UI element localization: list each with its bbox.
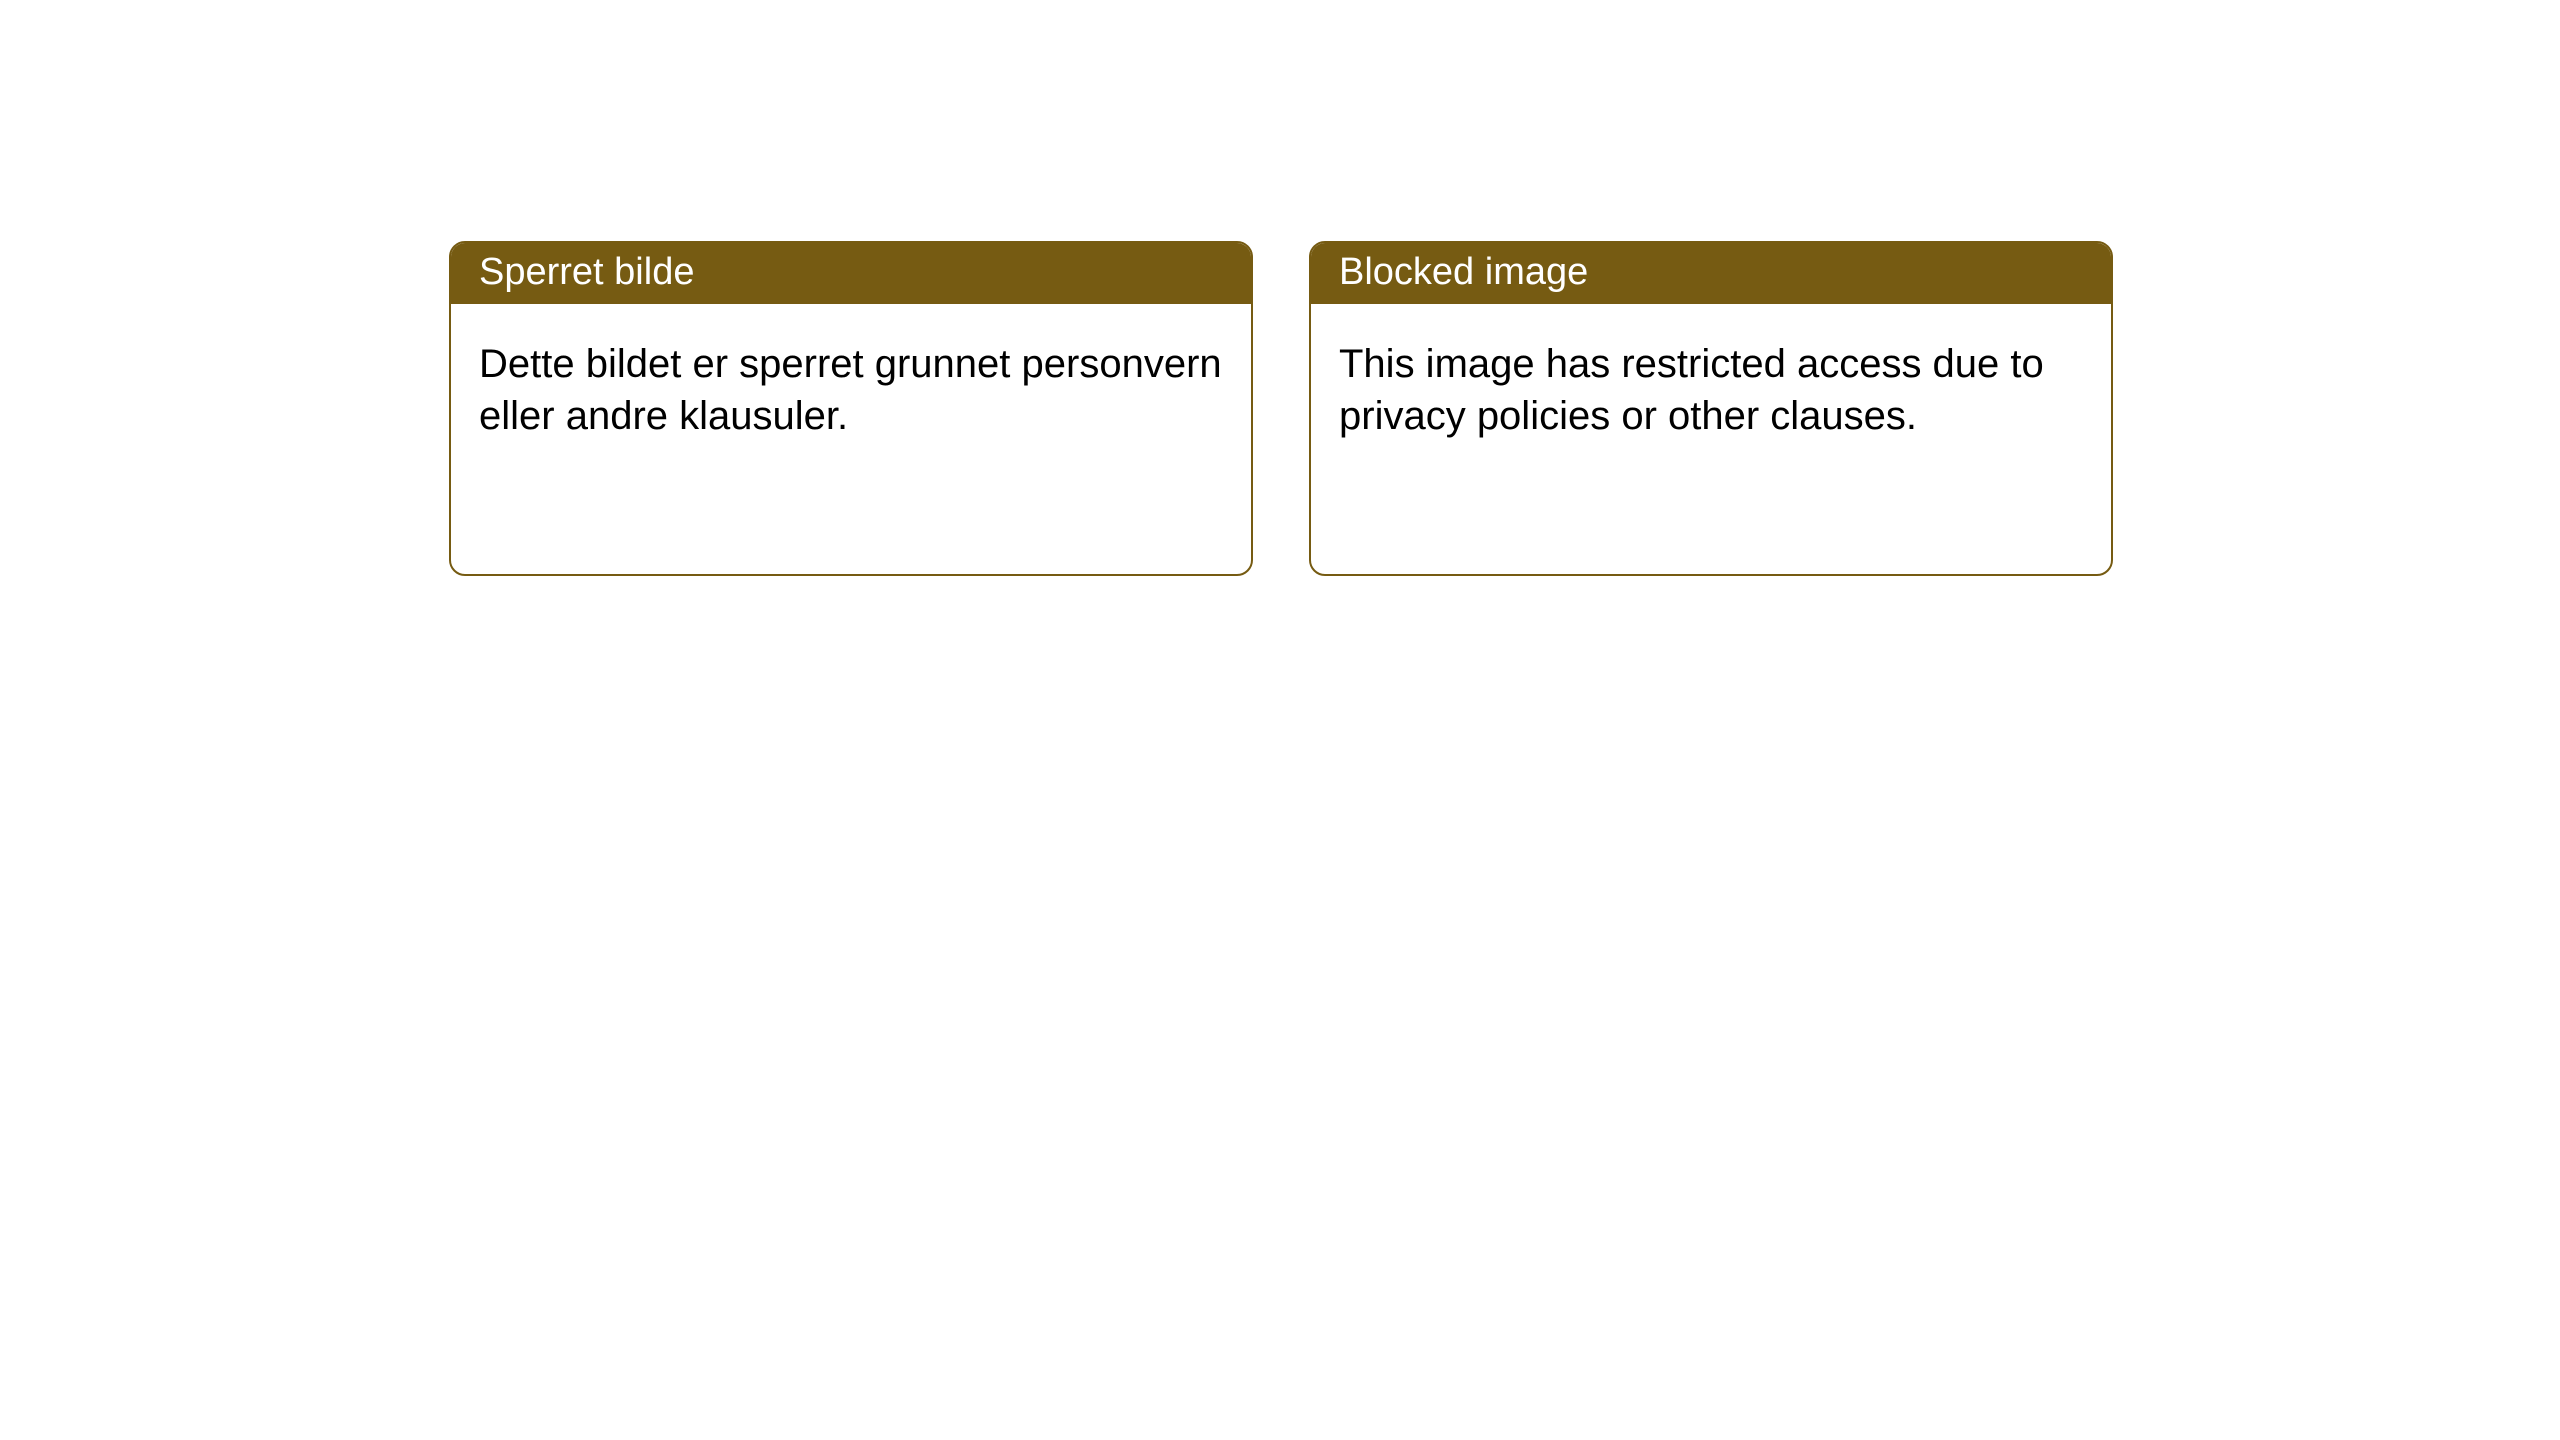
card-message: Dette bildet er sperret grunnet personve… [479, 338, 1223, 442]
card-message: This image has restricted access due to … [1339, 338, 2083, 442]
card-header: Sperret bilde [451, 243, 1251, 304]
card-body: Dette bildet er sperret grunnet personve… [451, 304, 1251, 574]
card-header: Blocked image [1311, 243, 2111, 304]
notice-card-english: Blocked image This image has restricted … [1309, 241, 2113, 576]
card-title: Sperret bilde [479, 251, 694, 293]
card-body: This image has restricted access due to … [1311, 304, 2111, 574]
card-title: Blocked image [1339, 251, 1588, 293]
notice-cards-container: Sperret bilde Dette bildet er sperret gr… [449, 241, 2113, 576]
notice-card-norwegian: Sperret bilde Dette bildet er sperret gr… [449, 241, 1253, 576]
